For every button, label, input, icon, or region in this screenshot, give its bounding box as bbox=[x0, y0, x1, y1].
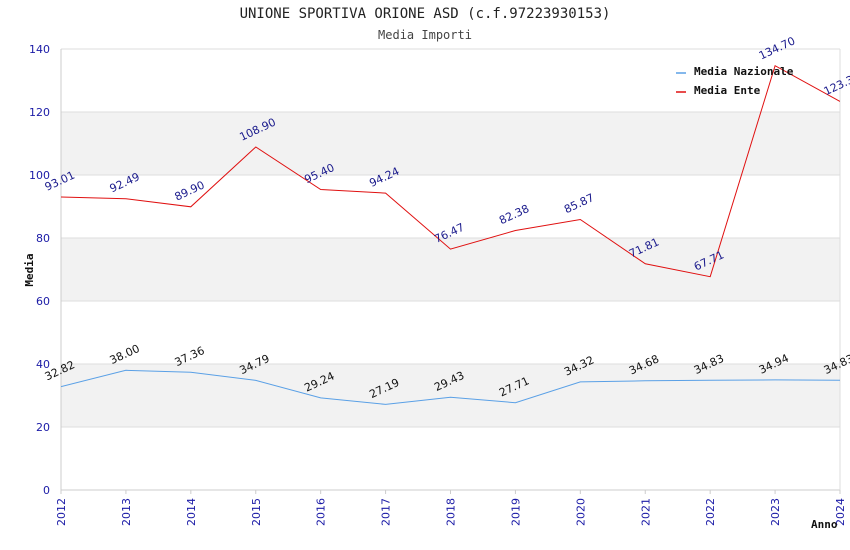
x-tick-label: 2020 bbox=[574, 498, 587, 526]
x-tick-label: 2019 bbox=[509, 498, 522, 526]
series-lines bbox=[61, 64, 840, 405]
chart-title: UNIONE SPORTIVA ORIONE ASD (c.f.97223930… bbox=[240, 6, 611, 22]
y-tick-label: 120 bbox=[29, 106, 50, 119]
x-tick-label: 2022 bbox=[704, 498, 717, 526]
x-tick-label: 2018 bbox=[445, 498, 458, 526]
legend-label-media-nazionale: Media Nazionale bbox=[694, 65, 794, 78]
y-tick-label: 100 bbox=[29, 169, 50, 182]
x-tick-label: 2014 bbox=[185, 498, 198, 526]
x-tick-label: 2016 bbox=[315, 498, 328, 526]
x-tick-label: 2012 bbox=[55, 498, 68, 526]
x-tick-label: 2024 bbox=[834, 498, 847, 526]
legend-label-media-ente: Media Ente bbox=[694, 84, 761, 97]
x-tick-label: 2015 bbox=[250, 498, 263, 526]
plot-band bbox=[61, 364, 840, 427]
y-tick-label: 60 bbox=[36, 295, 50, 308]
y-tick-label: 0 bbox=[43, 484, 50, 497]
x-tick-labels: 2012 2013 2014 2015 2016 2017 2018 2019 2020 2021… bbox=[55, 498, 847, 526]
y-tick-label: 40 bbox=[36, 358, 50, 371]
y-axis-label: Media bbox=[23, 253, 36, 286]
y-tick-labels: 0 20 40 60 80 100 120 140 bbox=[29, 43, 50, 497]
series-line-media-nazionale bbox=[61, 369, 840, 405]
plot-bands bbox=[61, 112, 840, 427]
y-tick-label: 80 bbox=[36, 232, 50, 245]
chart-subtitle: Media Importi bbox=[378, 28, 472, 42]
x-tick-label: 2023 bbox=[769, 498, 782, 526]
y-tick-label: 140 bbox=[29, 43, 50, 56]
plot-band bbox=[61, 238, 840, 301]
axes bbox=[60, 49, 841, 494]
x-axis-label: Anno bbox=[811, 518, 838, 531]
plot-band bbox=[61, 112, 840, 175]
x-tick-label: 2021 bbox=[639, 498, 652, 526]
x-tick-label: 2013 bbox=[120, 498, 133, 526]
x-tick-label: 2017 bbox=[380, 498, 393, 526]
y-tick-label: 20 bbox=[36, 421, 50, 434]
legend: Media Nazionale Media Ente bbox=[676, 65, 794, 97]
series-line-media-ente bbox=[61, 64, 840, 278]
